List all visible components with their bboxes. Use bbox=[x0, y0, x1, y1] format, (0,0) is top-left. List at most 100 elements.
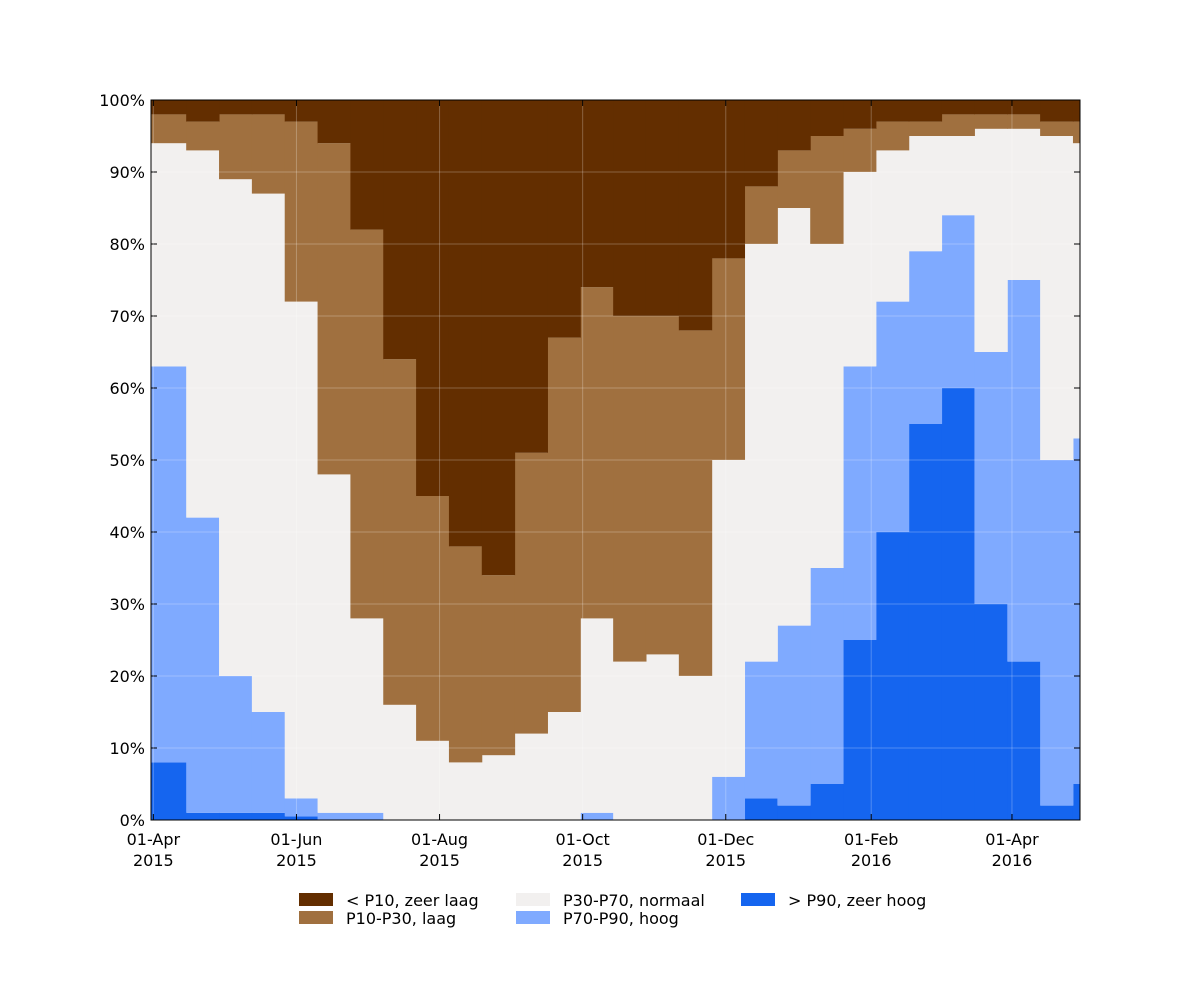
area-step bbox=[1072, 143, 1081, 439]
area-step bbox=[613, 100, 647, 316]
area-step bbox=[843, 172, 877, 367]
area-step bbox=[645, 654, 680, 820]
area-step bbox=[186, 100, 220, 122]
x-tick-label-line: 2016 bbox=[992, 851, 1033, 870]
area-step bbox=[908, 100, 943, 122]
area-step bbox=[416, 496, 450, 741]
area-step bbox=[908, 121, 943, 136]
area-step bbox=[284, 301, 319, 799]
y-tick-label: 80% bbox=[109, 235, 145, 254]
area-step bbox=[284, 100, 319, 122]
area-step bbox=[1040, 460, 1074, 806]
area-step bbox=[645, 316, 680, 655]
x-tick-label-line: 2015 bbox=[133, 851, 174, 870]
area-step bbox=[941, 114, 975, 136]
legend-label: P10-P30, laag bbox=[346, 909, 456, 928]
area-step bbox=[481, 755, 516, 820]
area-step bbox=[1040, 100, 1074, 122]
area-step bbox=[416, 100, 450, 496]
area-step bbox=[317, 143, 351, 475]
area-step bbox=[1007, 128, 1041, 280]
area-step bbox=[350, 229, 384, 619]
area-step bbox=[547, 337, 581, 712]
legend-swatch bbox=[516, 893, 550, 906]
x-tick-label-line: 2015 bbox=[276, 851, 317, 870]
area-step bbox=[810, 136, 844, 244]
area-step bbox=[974, 128, 1008, 352]
y-tick-label: 100% bbox=[99, 91, 145, 110]
area-step bbox=[777, 625, 811, 806]
area-step bbox=[284, 798, 319, 817]
area-step bbox=[908, 136, 943, 252]
area-step bbox=[219, 179, 253, 676]
area-step bbox=[941, 100, 975, 115]
area-step bbox=[843, 128, 877, 172]
y-tick-label: 0% bbox=[120, 811, 145, 830]
area-step bbox=[974, 352, 1008, 604]
x-tick-label: 01-Jun 2015 bbox=[270, 830, 322, 870]
area-step bbox=[744, 798, 778, 820]
area-step bbox=[383, 359, 417, 705]
area-step bbox=[678, 676, 713, 820]
x-tick-label: 01-Aug 2015 bbox=[411, 830, 468, 870]
area-step bbox=[875, 301, 910, 532]
area-step bbox=[875, 100, 910, 122]
area-step bbox=[810, 568, 844, 784]
legend-swatch bbox=[299, 893, 333, 906]
area-step bbox=[284, 121, 319, 302]
area-step bbox=[777, 805, 811, 820]
area-step bbox=[151, 366, 187, 763]
area-step bbox=[645, 100, 680, 316]
area-step bbox=[481, 575, 516, 756]
legend-swatch bbox=[299, 911, 333, 924]
area-step bbox=[711, 776, 746, 820]
area-step bbox=[580, 618, 614, 813]
area-step bbox=[613, 661, 647, 820]
x-tick-label-line: 01-Dec bbox=[697, 830, 754, 849]
area-step bbox=[974, 100, 1008, 115]
x-tick-label-line: 01-Apr bbox=[127, 830, 181, 849]
area-step bbox=[1072, 100, 1081, 122]
area-step bbox=[547, 100, 581, 338]
area-step bbox=[251, 193, 286, 713]
area-step bbox=[678, 330, 713, 676]
area-step bbox=[744, 661, 778, 799]
area-step bbox=[219, 100, 253, 115]
area-step bbox=[383, 100, 417, 360]
area-step bbox=[1040, 805, 1074, 820]
legend-label: P70-P90, hoog bbox=[563, 909, 679, 928]
area-step bbox=[1072, 121, 1081, 144]
y-tick-label: 10% bbox=[109, 739, 145, 758]
x-tick-label: 01-Apr 2015 bbox=[127, 830, 181, 870]
area-step bbox=[941, 136, 975, 216]
area-step bbox=[1007, 114, 1041, 129]
area-step bbox=[875, 150, 910, 302]
area-step bbox=[448, 100, 483, 547]
area-step bbox=[875, 532, 910, 820]
x-tick-label-line: 2016 bbox=[851, 851, 892, 870]
area-step bbox=[547, 712, 581, 820]
area-step bbox=[810, 784, 844, 820]
area-step bbox=[843, 640, 877, 820]
area-step bbox=[613, 316, 647, 662]
x-tick-label-line: 01-Feb bbox=[844, 830, 898, 849]
area-step bbox=[777, 208, 811, 626]
legend-label: P30-P70, normaal bbox=[563, 891, 705, 910]
x-tick-label-line: 2015 bbox=[419, 851, 460, 870]
plot-frame bbox=[150, 99, 1081, 821]
x-tick-label-line: 2015 bbox=[705, 851, 746, 870]
x-tick-label-line: 01-Apr bbox=[985, 830, 1039, 849]
area-step bbox=[1040, 136, 1074, 460]
area-step bbox=[711, 100, 746, 259]
y-tick-label: 40% bbox=[109, 523, 145, 542]
area-step bbox=[1072, 784, 1081, 820]
y-tick-label: 70% bbox=[109, 307, 145, 326]
y-tick-label: 90% bbox=[109, 163, 145, 182]
area-step bbox=[777, 150, 811, 208]
area-step bbox=[514, 100, 548, 453]
y-tick-label: 60% bbox=[109, 379, 145, 398]
legend-label: < P10, zeer laag bbox=[346, 891, 479, 910]
area-step bbox=[908, 251, 943, 424]
x-tick-label: 01-Feb 2016 bbox=[844, 830, 898, 870]
area-step bbox=[151, 114, 187, 144]
